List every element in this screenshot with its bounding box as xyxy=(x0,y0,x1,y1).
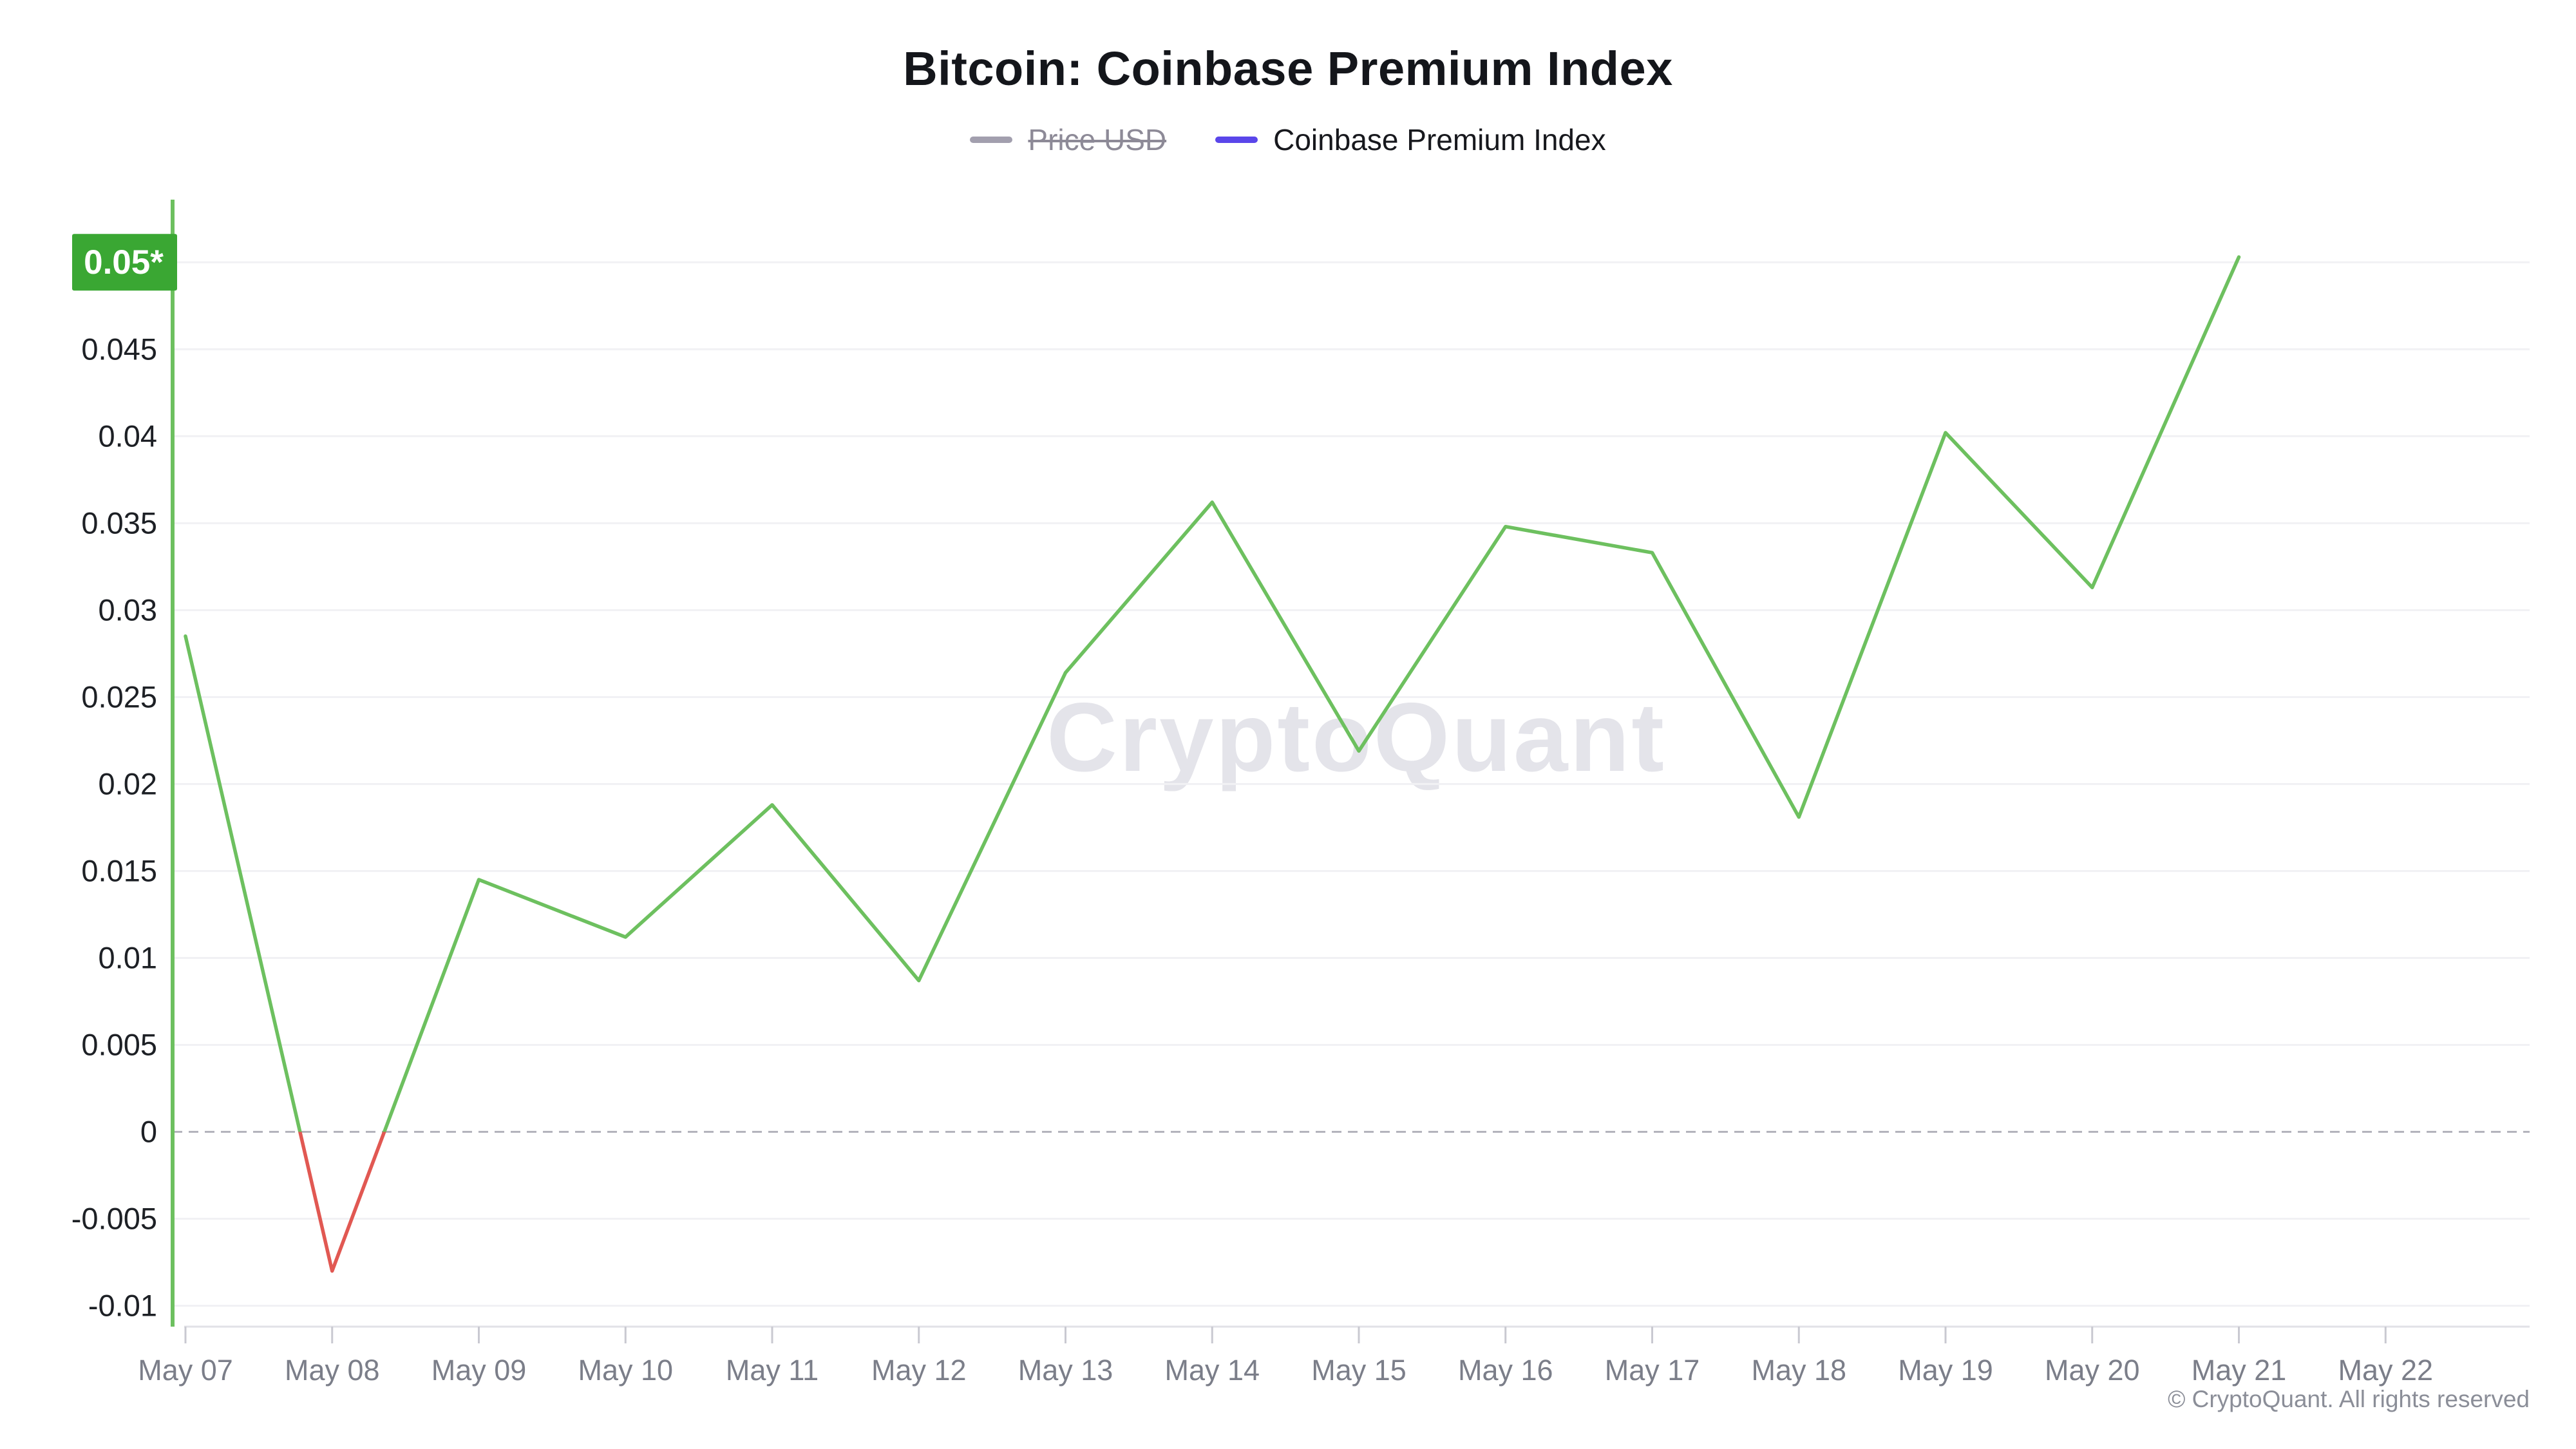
copyright: © CryptoQuant. All rights reserved xyxy=(2168,1386,2530,1412)
legend-label-price-usd: Price USD xyxy=(1028,123,1167,156)
x-axis-label: May 22 xyxy=(2338,1354,2433,1387)
x-axis-label: May 10 xyxy=(578,1354,673,1387)
x-axis-label: May 20 xyxy=(2045,1354,2140,1387)
x-axis-label: May 12 xyxy=(871,1354,967,1387)
x-axis-label: May 09 xyxy=(431,1354,527,1387)
x-axis-label: May 15 xyxy=(1311,1354,1406,1387)
y-axis-label: 0.01 xyxy=(99,940,157,974)
y-axis-label: 0 xyxy=(140,1115,157,1149)
x-axis-label: May 14 xyxy=(1164,1354,1260,1387)
y-axis-label: 0.03 xyxy=(99,592,157,627)
y-axis-label: -0.005 xyxy=(71,1202,157,1236)
y-axis-label: 0.035 xyxy=(81,506,157,540)
y-axis-label: -0.01 xyxy=(88,1289,157,1323)
chart-title: Bitcoin: Coinbase Premium Index xyxy=(903,42,1673,95)
premium-index-line-negative xyxy=(298,1132,386,1273)
y-axis-label: 0.045 xyxy=(81,332,157,366)
legend-dash-price-usd-icon xyxy=(970,137,1013,143)
legend-item-coinbase-premium-index[interactable]: Coinbase Premium Index xyxy=(1215,122,1606,157)
legend-dash-coinbase-premium-index-icon xyxy=(1215,137,1258,143)
y-axis-current-value-badge-label: 0.05* xyxy=(84,243,164,281)
y-axis-current-value-badge xyxy=(72,234,177,291)
legend-label-coinbase-premium-index: Coinbase Premium Index xyxy=(1273,123,1606,156)
x-axis-label: May 19 xyxy=(1898,1354,1993,1387)
x-axis-label: May 17 xyxy=(1605,1354,1700,1387)
y-axis-label: 0.015 xyxy=(81,853,157,887)
y-axis-label: 0.025 xyxy=(81,679,157,714)
x-axis-label: May 13 xyxy=(1018,1354,1113,1387)
x-axis-label: May 16 xyxy=(1458,1354,1553,1387)
x-axis-label: May 11 xyxy=(726,1354,819,1387)
y-axis-label: 0.04 xyxy=(99,419,157,453)
y-axis-label: 0.02 xyxy=(99,766,157,800)
legend: Price USD Coinbase Premium Index xyxy=(0,122,2576,157)
watermark: CryptoQuant xyxy=(1046,683,1666,792)
x-axis-label: May 08 xyxy=(285,1354,380,1387)
x-axis-label: May 18 xyxy=(1751,1354,1846,1387)
legend-item-price-usd[interactable]: Price USD xyxy=(970,122,1166,157)
x-axis-label: May 07 xyxy=(138,1354,233,1387)
premium-index-line xyxy=(184,255,2241,1132)
y-axis-label: 0.005 xyxy=(81,1028,157,1062)
x-axis-label: May 21 xyxy=(2192,1354,2287,1387)
